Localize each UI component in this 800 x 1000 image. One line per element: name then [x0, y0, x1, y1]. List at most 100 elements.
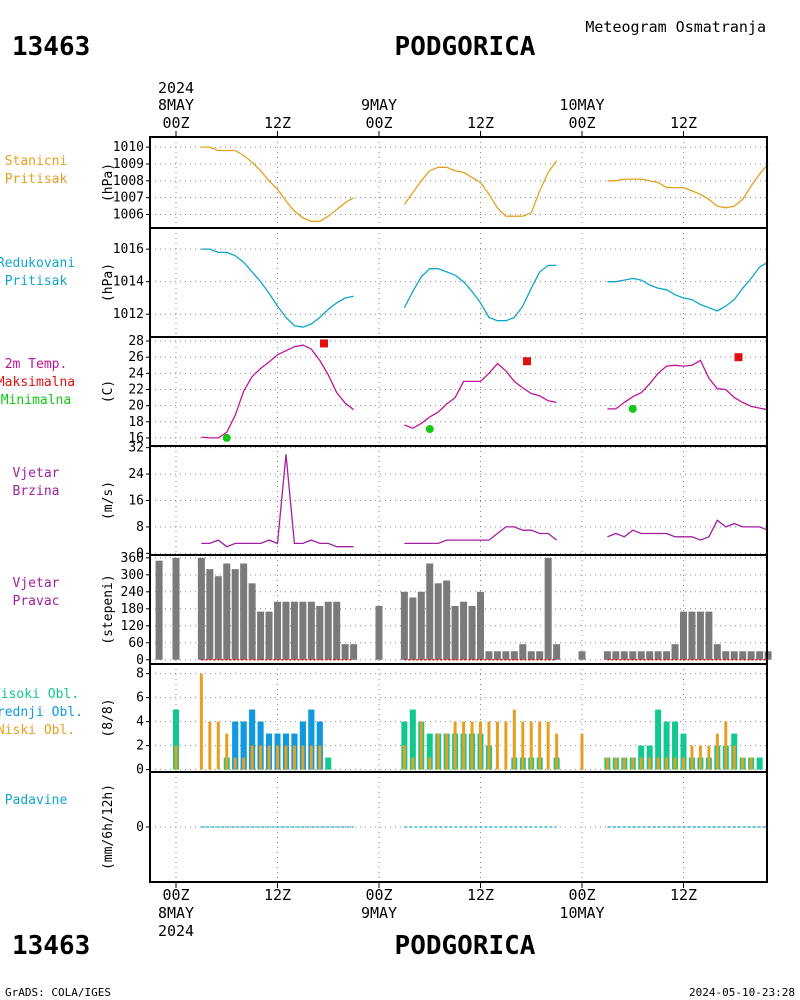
- cloud-low-bar: [512, 709, 516, 770]
- y-tick-label: 22: [128, 382, 144, 397]
- wind-direction-bar: [257, 611, 265, 660]
- panel-label: Vjetar: [13, 466, 60, 481]
- cloud-low-bar: [284, 745, 288, 770]
- wind-direction-bar: [172, 557, 180, 660]
- panel-label: Visoki Obl.: [0, 687, 79, 702]
- wind-direction-bar: [603, 651, 611, 660]
- y-tick-label: 32: [128, 441, 144, 456]
- wind-direction-bar: [324, 601, 332, 660]
- wind-direction-bar: [747, 651, 755, 660]
- station-name-bottom: PODGORICA: [395, 931, 536, 961]
- y-tick-label: 1010: [113, 140, 144, 155]
- cloud-low-bar: [715, 733, 719, 770]
- wind-direction-bar: [155, 560, 163, 660]
- panel-label: Stanicni: [5, 154, 68, 169]
- wind-direction-bar: [764, 651, 772, 660]
- wind-direction-bar: [307, 601, 315, 660]
- wind-direction-bar: [240, 563, 248, 660]
- cloud-low-bar: [479, 721, 482, 770]
- wind-direction-bar: [485, 651, 493, 660]
- time-label-bottom-hour: 00Z: [568, 886, 595, 904]
- cloud-low-bar: [707, 745, 711, 770]
- series-line: [607, 519, 769, 541]
- wind-direction-bar: [536, 651, 544, 660]
- y-tick-label: 120: [121, 619, 144, 634]
- cloud-high-bar: [173, 709, 179, 770]
- y-tick-label: 16: [128, 431, 144, 446]
- panel-label: Maksimalna: [0, 375, 75, 390]
- series-line: [607, 261, 769, 312]
- y-axis-label: (m/s): [101, 481, 116, 520]
- panel-4: 0 8 16 24 32 (m/s) Vjetar Brzina: [13, 441, 769, 561]
- time-label-top-date: 10MAY: [559, 96, 604, 114]
- y-tick-label: 180: [121, 602, 144, 617]
- wind-direction-bar: [231, 569, 239, 660]
- cloud-low-bar: [242, 757, 246, 770]
- y-tick-label: 24: [128, 366, 144, 381]
- wind-direction-bar: [316, 605, 324, 660]
- wind-direction-bar: [375, 605, 383, 660]
- wind-direction-bar: [417, 591, 425, 660]
- wind-direction-bar: [730, 651, 738, 660]
- time-label-top-hour: 12Z: [467, 114, 494, 132]
- wind-direction-bar: [646, 651, 654, 660]
- cloud-low-bar: [259, 745, 263, 770]
- y-tick-label: 1006: [113, 208, 144, 223]
- panel-6: 0 2 4 6 8 (8/8) Visoki Obl. Srednji Obl. Niski O…: [0, 663, 768, 778]
- cloud-low-bar: [648, 757, 652, 770]
- series-line: [607, 359, 769, 411]
- cloud-low-bar: [402, 745, 406, 770]
- y-tick-label: 16: [128, 494, 144, 509]
- tmax-marker: [523, 357, 532, 366]
- cloud-low-bar: [538, 721, 542, 770]
- cloud-low-bar: [174, 745, 178, 770]
- cloud-low-bar: [318, 745, 322, 770]
- y-tick-label: 20: [128, 399, 144, 414]
- cloud-low-bar: [504, 721, 508, 770]
- wind-direction-bar: [502, 651, 510, 660]
- series-line: [201, 344, 354, 439]
- y-axis-label: (hPa): [101, 163, 116, 202]
- cloud-mid-bar: [249, 709, 256, 770]
- cloud-low-bar: [682, 757, 685, 770]
- wind-direction-bar: [299, 601, 307, 660]
- panel-frame: [149, 136, 768, 229]
- wind-direction-bar: [510, 651, 518, 660]
- cloud-low-bar: [521, 721, 525, 770]
- wind-direction-bar: [350, 644, 358, 660]
- panel-label: Pritisak: [5, 274, 68, 289]
- series-line: [201, 454, 354, 548]
- cloud-low-bar: [741, 757, 745, 770]
- cloud-low-bar: [487, 721, 491, 770]
- y-tick-label: 0: [136, 546, 144, 561]
- wind-direction-bar: [400, 591, 408, 660]
- panel-label: Vjetar: [13, 576, 60, 591]
- cloud-low-bar: [555, 733, 559, 770]
- wind-direction-bar: [527, 651, 535, 660]
- wind-direction-bar: [274, 601, 281, 660]
- time-label-bottom-hour: 12Z: [467, 886, 494, 904]
- wind-direction-bar: [197, 557, 205, 660]
- cloud-low-bar: [724, 721, 728, 770]
- cloud-high-bar: [680, 733, 687, 770]
- panel-label: Srednji Obl.: [0, 705, 83, 720]
- y-axis-label: (C): [101, 380, 116, 403]
- wind-direction-bar: [680, 611, 687, 660]
- cloud-high-bar: [672, 721, 679, 770]
- cloud-high-bar: [655, 709, 662, 770]
- y-tick-label: 0: [136, 820, 144, 835]
- wind-direction-bar: [206, 569, 214, 660]
- meteogram-panels: 1006 1007 1008 1009 1010 (hPa) Stanicni Pritisa…: [0, 136, 772, 883]
- cloud-low-bar: [225, 733, 229, 770]
- meteogram-subtitle: Meteogram Osmatranja: [585, 18, 766, 36]
- y-tick-label: 60: [128, 636, 144, 651]
- y-tick-label: 0: [136, 763, 144, 778]
- wind-direction-bar: [756, 651, 764, 660]
- wind-direction-bar: [612, 651, 620, 660]
- cloud-low-bar: [698, 745, 702, 770]
- wind-direction-bar: [722, 651, 730, 660]
- y-tick-label: 300: [121, 568, 144, 583]
- cloud-low-bar: [470, 721, 474, 770]
- cloud-low-bar: [546, 721, 550, 770]
